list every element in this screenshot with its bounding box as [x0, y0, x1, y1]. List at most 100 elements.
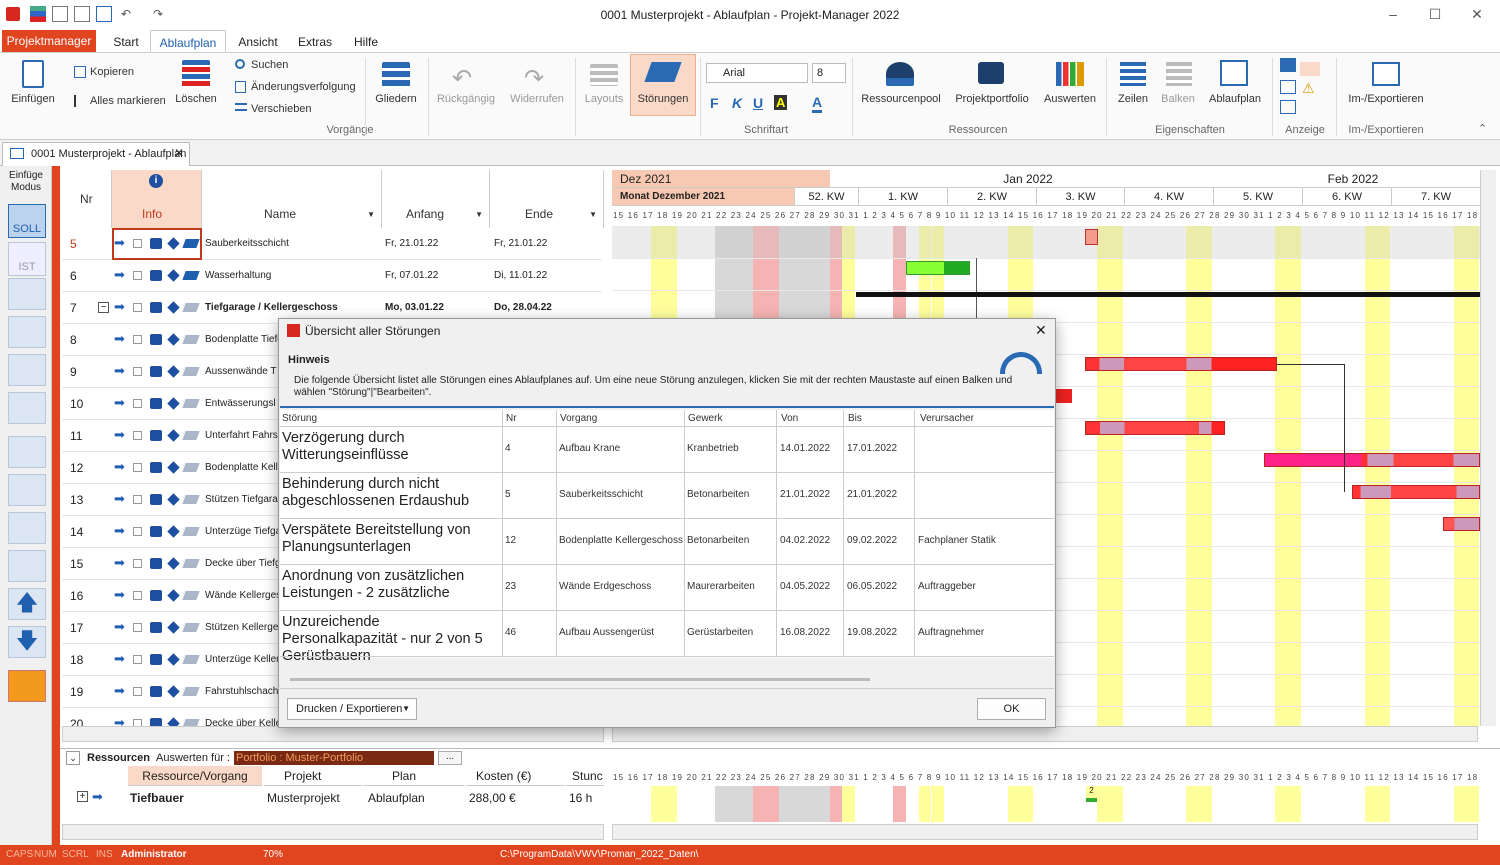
row-ende[interactable]: Di, 11.01.22 — [494, 270, 548, 281]
row-checkbox[interactable] — [133, 271, 142, 280]
row-name[interactable]: Unterfahrt Fahrs — [205, 430, 278, 441]
row-checkbox[interactable] — [133, 495, 142, 504]
scroll-h-grid[interactable] — [62, 726, 604, 742]
close-tab-icon[interactable]: ✕ — [174, 146, 185, 160]
res-col-kosten[interactable]: Kosten (€) — [466, 766, 564, 786]
row-checkbox[interactable] — [133, 559, 142, 568]
tab-ansicht[interactable]: Ansicht — [238, 35, 278, 49]
row-checkbox[interactable] — [133, 623, 142, 632]
balken-button[interactable]: Balken — [1161, 93, 1195, 105]
bold-button[interactable]: F — [710, 95, 719, 111]
warning-icon[interactable]: ⚠ — [1302, 80, 1315, 96]
row-name[interactable]: Bodenplatte Kell — [205, 462, 278, 473]
imexport-button[interactable]: Im-/Exportieren — [1348, 93, 1424, 105]
tab-extras[interactable]: Extras — [297, 35, 332, 49]
row-anfang[interactable]: Fr, 07.01.22 — [385, 270, 439, 281]
view-disruption-icon[interactable] — [1300, 62, 1320, 76]
bar-row-13[interactable] — [1352, 485, 1480, 499]
ok-button[interactable]: OK — [977, 698, 1046, 720]
col-name-header[interactable]: Name ▼ — [202, 170, 382, 228]
collapse-resources-icon[interactable]: ⌄ — [66, 751, 80, 765]
res-col-projekt[interactable]: Projekt — [264, 766, 362, 786]
redo-icon[interactable]: ↷ — [152, 7, 164, 21]
dialog-table-hscroll[interactable] — [290, 678, 870, 681]
play-icon[interactable] — [8, 670, 46, 702]
app-menu-button[interactable]: Projektmanager — [2, 30, 96, 52]
row-checkbox[interactable] — [133, 655, 142, 664]
background-color-button[interactable]: A — [774, 95, 788, 110]
move-up-icon[interactable]: 🡅 — [8, 588, 46, 620]
print-icon[interactable] — [74, 6, 90, 22]
font-size-select[interactable]: 8 — [812, 63, 846, 83]
bar-row-12[interactable] — [1264, 453, 1480, 467]
row-checkbox[interactable] — [133, 431, 142, 440]
tab-hilfe[interactable]: Hilfe — [353, 35, 378, 49]
preview-icon[interactable] — [96, 6, 112, 22]
delete-row-icon[interactable] — [8, 474, 46, 506]
scroll-h-gantt[interactable] — [612, 726, 1478, 742]
disruption-row[interactable] — [280, 426, 1054, 472]
view-compare-icon[interactable] — [1280, 80, 1296, 94]
zeilen-button[interactable]: Zeilen — [1118, 93, 1148, 105]
bar-row-10[interactable] — [1056, 389, 1072, 403]
row-name[interactable]: Bodenplatte Tiefg — [205, 334, 283, 345]
res-scroll-gantt[interactable] — [612, 824, 1478, 840]
row-checkbox[interactable] — [133, 239, 142, 248]
row-name[interactable]: Decke über Kelle — [205, 718, 282, 729]
tab-start[interactable]: Start — [113, 35, 139, 49]
suchen-button[interactable]: Suchen — [251, 59, 289, 71]
close-button[interactable]: ✕ — [1471, 6, 1483, 22]
italic-button[interactable]: K — [732, 95, 743, 111]
disruption-row[interactable] — [280, 472, 1054, 518]
col-nr-header[interactable]: Nr — [62, 170, 112, 228]
row-name[interactable]: Wasserhaltung — [205, 270, 272, 281]
col-ende-header[interactable]: Ende ▼ — [490, 170, 604, 228]
info-cell[interactable] — [112, 228, 202, 260]
row-ende[interactable]: Do, 28.04.22 — [494, 302, 552, 313]
scroll-v-gantt[interactable] — [1480, 170, 1496, 726]
frame-tool-icon[interactable] — [8, 278, 46, 310]
font-color-button[interactable]: A — [812, 94, 823, 113]
row-name[interactable]: Unterzüge Tiefga — [205, 526, 282, 537]
row-checkbox[interactable] — [133, 687, 142, 696]
print-export-button[interactable]: Drucken / Exportieren ▼ — [287, 698, 417, 720]
row-name[interactable]: Sauberkeitsschicht — [205, 238, 289, 249]
widerrufen-button[interactable]: Widerrufen — [510, 93, 564, 105]
row-ende[interactable]: Fr, 21.01.22 — [494, 238, 548, 249]
ablaufplan-button[interactable]: Ablaufplan — [1209, 93, 1261, 105]
ist-button[interactable]: IST — [8, 242, 46, 276]
res-col-stunden[interactable]: Stunc — [566, 766, 604, 786]
portfolio-browse-button[interactable]: ... — [438, 751, 462, 765]
row-name[interactable]: Wände Kellerges — [205, 590, 282, 601]
row-name[interactable]: Aussenwände T — [205, 366, 277, 377]
soll-button[interactable]: SOLL — [8, 204, 46, 238]
bar-tool-icon[interactable] — [8, 392, 46, 424]
row-anfang[interactable]: Fr, 21.01.22 — [385, 238, 439, 249]
collapse-ribbon-icon[interactable]: ⌃ — [1478, 123, 1488, 135]
rueckgaengig-button[interactable]: Rückgängig — [436, 93, 496, 105]
task-row[interactable] — [62, 228, 602, 260]
collapse-icon[interactable]: − — [98, 302, 109, 313]
col-info-header[interactable]: i Info — [112, 170, 202, 228]
bar-row-6[interactable] — [906, 261, 970, 275]
bar-row-11[interactable] — [1085, 421, 1225, 435]
stoerungen-button[interactable]: Störungen — [637, 93, 689, 105]
bar-row-5[interactable] — [1085, 229, 1098, 245]
indent-icon[interactable] — [8, 512, 46, 544]
undo-icon[interactable]: ↶ — [120, 7, 132, 21]
auswerten-button[interactable]: Auswerten — [1044, 93, 1096, 105]
gliedern-button[interactable]: Gliedern — [375, 93, 417, 105]
bar-row-9[interactable] — [1085, 357, 1277, 371]
milestone-tool-icon[interactable] — [8, 316, 46, 348]
th-verursacher[interactable]: Verursacher — [920, 413, 974, 424]
row-checkbox[interactable] — [133, 303, 142, 312]
underline-button[interactable]: U — [753, 95, 764, 111]
row-checkbox[interactable] — [133, 591, 142, 600]
alles-markieren-button[interactable]: Alles markieren — [90, 95, 166, 107]
row-name[interactable]: Entwässerungsl — [205, 398, 276, 409]
aenderungsverfolgung-button[interactable]: Änderungsverfolgung — [251, 81, 356, 93]
res-col-name[interactable]: Ressource/Vorgang — [128, 766, 262, 786]
insert-row-icon[interactable] — [8, 436, 46, 468]
minimize-button[interactable]: – — [1389, 6, 1397, 22]
disruption-row[interactable] — [280, 518, 1054, 564]
